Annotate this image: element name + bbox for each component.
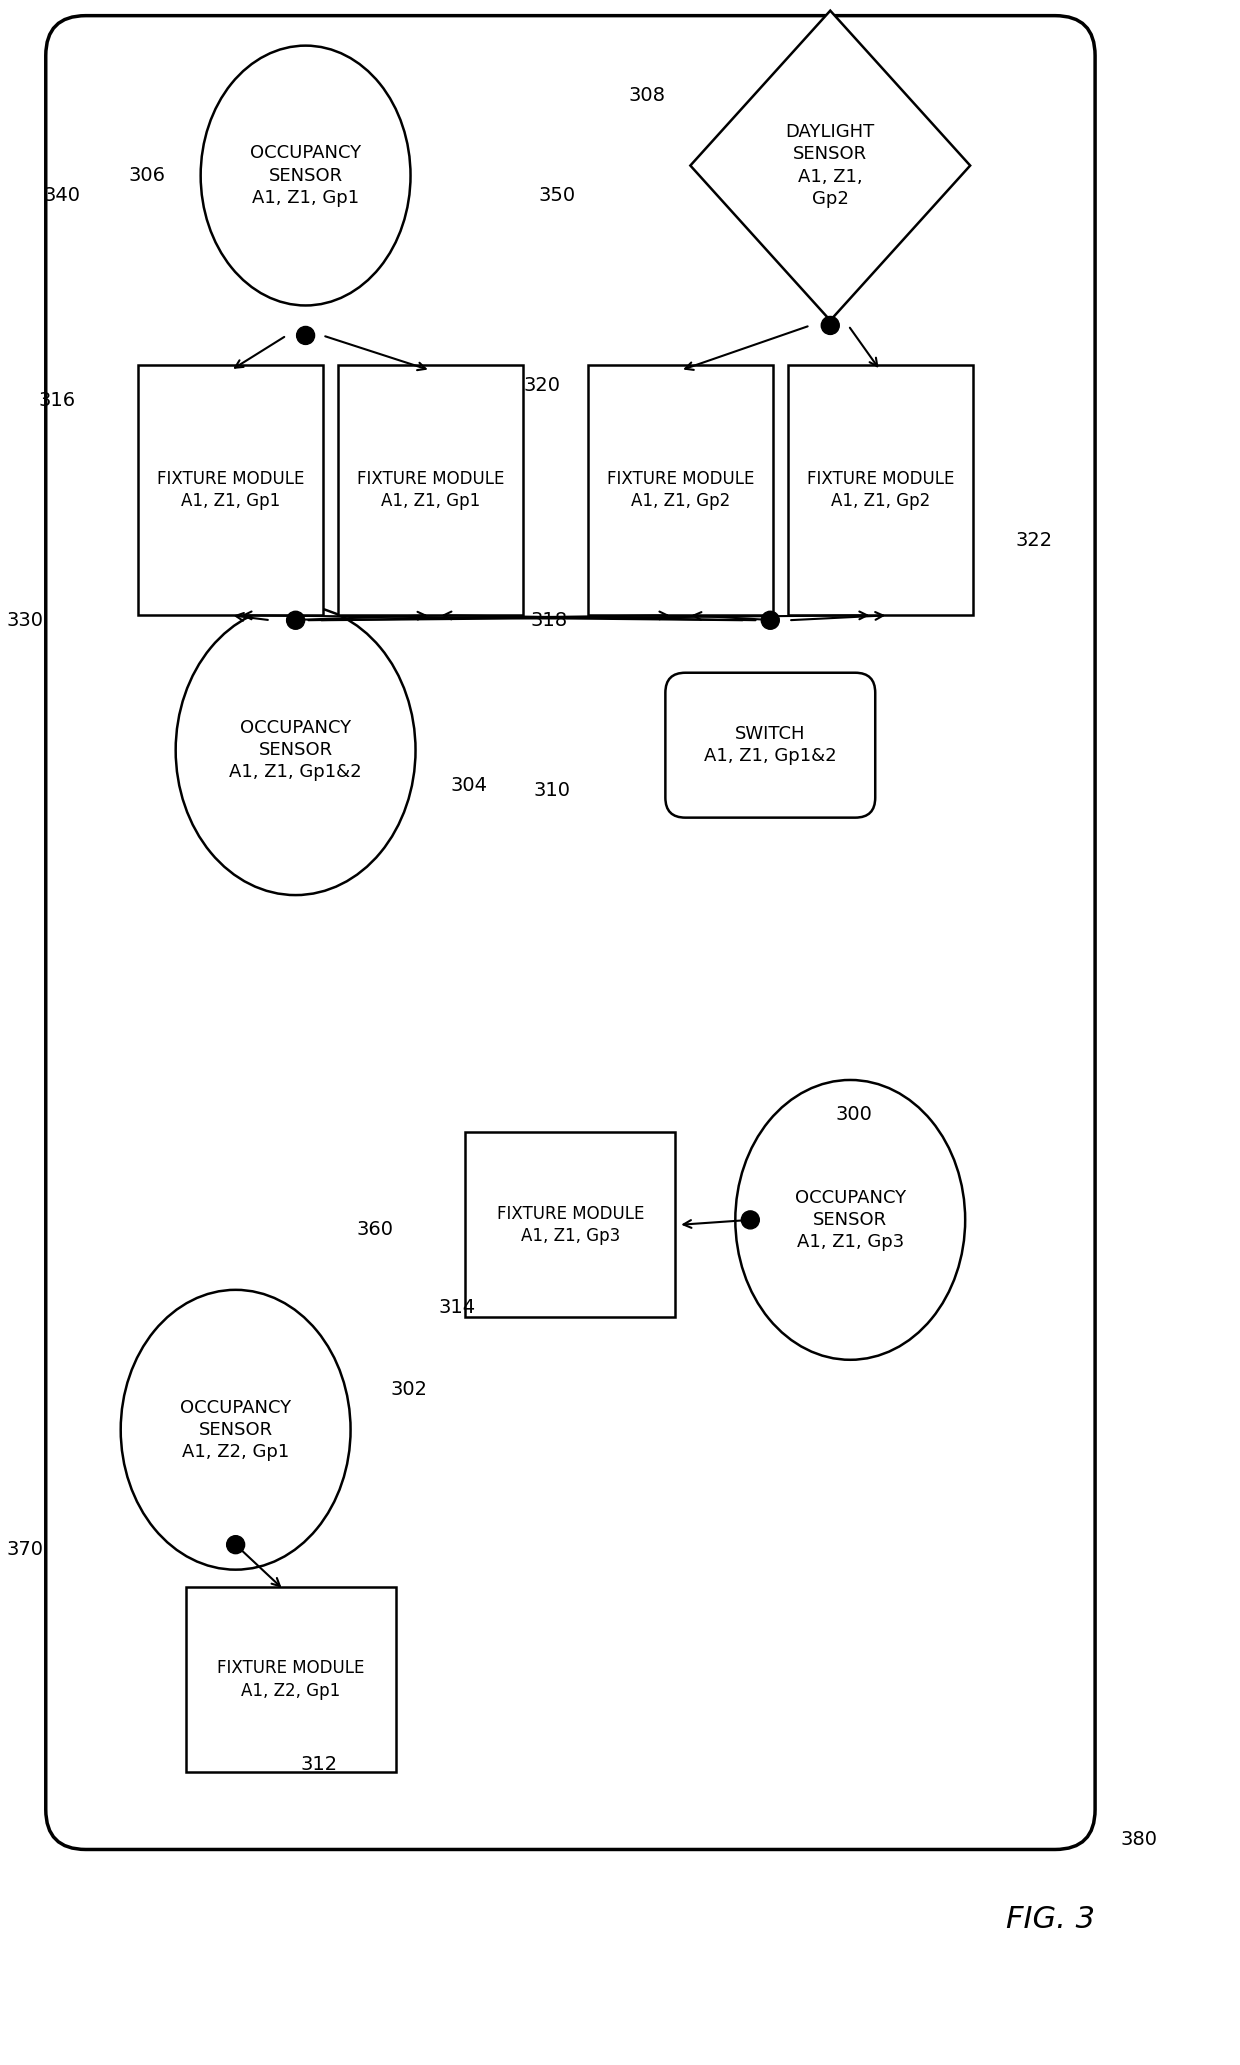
Text: FIXTURE MODULE
A1, Z2, Gp1: FIXTURE MODULE A1, Z2, Gp1 — [217, 1660, 365, 1699]
FancyBboxPatch shape — [66, 31, 1060, 890]
Text: 308: 308 — [629, 87, 666, 105]
Bar — [339, 366, 523, 615]
Text: 302: 302 — [391, 1379, 428, 1400]
Text: FIXTURE MODULE
A1, Z1, Gp1: FIXTURE MODULE A1, Z1, Gp1 — [157, 471, 304, 510]
Circle shape — [821, 316, 839, 335]
Text: 318: 318 — [531, 611, 568, 630]
Text: 370: 370 — [6, 1540, 43, 1559]
Text: FIXTURE MODULE
A1, Z1, Gp1: FIXTURE MODULE A1, Z1, Gp1 — [357, 471, 505, 510]
Bar — [465, 1132, 676, 1317]
Text: 380: 380 — [1120, 1830, 1157, 1848]
FancyBboxPatch shape — [105, 56, 496, 341]
Text: FIXTURE MODULE
A1, Z1, Gp2: FIXTURE MODULE A1, Z1, Gp2 — [606, 471, 754, 510]
Text: 316: 316 — [38, 390, 76, 411]
Text: 322: 322 — [1016, 531, 1053, 549]
Text: 314: 314 — [439, 1299, 475, 1317]
Text: 312: 312 — [300, 1755, 337, 1774]
Text: 360: 360 — [357, 1220, 393, 1239]
Bar — [186, 1588, 396, 1772]
Ellipse shape — [176, 605, 415, 894]
FancyBboxPatch shape — [46, 17, 1095, 1850]
FancyBboxPatch shape — [666, 673, 875, 818]
Text: 330: 330 — [6, 611, 43, 630]
Text: 320: 320 — [523, 376, 560, 394]
Text: 340: 340 — [43, 186, 81, 204]
Text: 306: 306 — [129, 165, 166, 186]
Circle shape — [227, 1536, 244, 1553]
Text: 300: 300 — [836, 1105, 872, 1125]
Text: DAYLIGHT
SENSOR
A1, Z1,
Gp2: DAYLIGHT SENSOR A1, Z1, Gp2 — [786, 124, 875, 209]
Bar — [787, 366, 972, 615]
Ellipse shape — [735, 1080, 965, 1359]
Text: OCCUPANCY
SENSOR
A1, Z2, Gp1: OCCUPANCY SENSOR A1, Z2, Gp1 — [180, 1398, 291, 1460]
Text: 304: 304 — [450, 776, 487, 795]
Text: SWITCH
A1, Z1, Gp1&2: SWITCH A1, Z1, Gp1&2 — [704, 725, 837, 766]
Ellipse shape — [120, 1291, 351, 1569]
Polygon shape — [691, 10, 970, 320]
Text: 310: 310 — [533, 781, 570, 799]
Text: FIXTURE MODULE
A1, Z1, Gp2: FIXTURE MODULE A1, Z1, Gp2 — [806, 471, 954, 510]
Text: OCCUPANCY
SENSOR
A1, Z1, Gp1: OCCUPANCY SENSOR A1, Z1, Gp1 — [250, 145, 361, 206]
Text: OCCUPANCY
SENSOR
A1, Z1, Gp3: OCCUPANCY SENSOR A1, Z1, Gp3 — [795, 1189, 905, 1251]
FancyBboxPatch shape — [600, 56, 1011, 341]
Text: 350: 350 — [538, 186, 575, 204]
Text: FIXTURE MODULE
A1, Z1, Gp3: FIXTURE MODULE A1, Z1, Gp3 — [497, 1204, 644, 1245]
Bar — [588, 366, 773, 615]
Ellipse shape — [201, 45, 410, 306]
Text: OCCUPANCY
SENSOR
A1, Z1, Gp1&2: OCCUPANCY SENSOR A1, Z1, Gp1&2 — [229, 719, 362, 781]
Circle shape — [296, 326, 315, 345]
FancyBboxPatch shape — [95, 370, 546, 640]
Bar — [138, 366, 324, 615]
FancyBboxPatch shape — [590, 370, 1001, 640]
FancyBboxPatch shape — [66, 1231, 405, 1799]
Circle shape — [742, 1210, 759, 1229]
FancyBboxPatch shape — [415, 1101, 991, 1369]
Circle shape — [286, 611, 305, 630]
Text: FIG. 3: FIG. 3 — [1006, 1904, 1095, 1935]
Circle shape — [761, 611, 779, 630]
